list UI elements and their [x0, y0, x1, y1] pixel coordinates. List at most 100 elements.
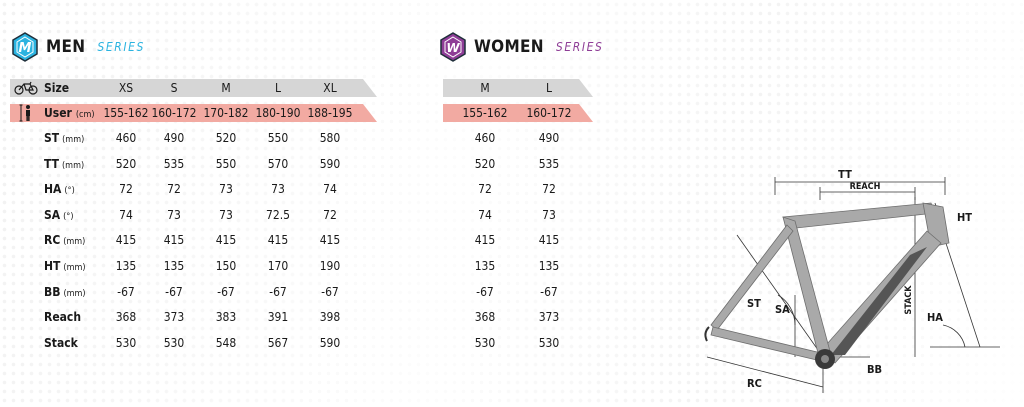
men-size-header-l: L	[274, 81, 281, 95]
men-cell-ht: 170	[267, 259, 289, 273]
men-cell-st: 520	[215, 131, 237, 145]
row-label-text: ST	[44, 131, 60, 145]
user-unit: (cm)	[75, 110, 95, 120]
row-unit: (mm)	[63, 263, 86, 273]
rc-dimension-line	[706, 356, 824, 388]
men-cell-bb: -67	[321, 285, 339, 299]
women-series-title: W WOMEN SERIES	[440, 30, 604, 64]
row-label-ht: HT (mm)	[44, 257, 86, 275]
women-cell-bb: -67	[540, 285, 558, 299]
men-size-header-band	[10, 79, 377, 97]
row-unit: (mm)	[62, 135, 85, 145]
women-cell-stack: 530	[538, 336, 560, 350]
women-series-word: SERIES	[555, 40, 604, 54]
bb-label: BB	[867, 363, 882, 376]
men-cell-bb: -67	[117, 285, 135, 299]
men-cell-ht: 150	[215, 259, 237, 273]
chain-stay	[710, 326, 822, 362]
person-height-icon	[19, 104, 30, 122]
row-label-text: BB	[44, 285, 61, 299]
men-cell-tt: 535	[163, 157, 185, 171]
women-cell-sa: 73	[542, 208, 556, 222]
row-label-text: HT	[44, 259, 61, 273]
row-label-stack: Stack	[44, 334, 78, 352]
women-size-header-l: L	[545, 81, 552, 95]
men-cell-reach: 398	[319, 310, 341, 324]
men-cell-bb: -67	[217, 285, 235, 299]
men-series-logo-icon: M	[12, 32, 38, 62]
men-cell-ha: 74	[323, 182, 337, 196]
sa-label: SA	[775, 303, 790, 316]
women-cell-ha: 72	[542, 182, 556, 196]
row-unit: (°)	[64, 186, 75, 196]
women-user-range: 155-162	[462, 106, 508, 120]
row-label-rc: RC (mm)	[44, 231, 85, 249]
men-user-range: 160-172	[151, 106, 197, 120]
row-label-text: HA	[44, 182, 62, 196]
men-cell-ht: 135	[115, 259, 137, 273]
women-user-range: 160-172	[526, 106, 572, 120]
men-cell-stack: 548	[215, 336, 237, 350]
men-cell-tt: 550	[215, 157, 237, 171]
row-label-tt: TT (mm)	[44, 155, 84, 173]
men-cell-rc: 415	[163, 233, 185, 247]
women-cell-ht: 135	[474, 259, 496, 273]
men-user-header-band	[10, 104, 377, 122]
st-label: ST	[747, 297, 761, 310]
down-tube-accent	[831, 247, 927, 355]
men-cell-st: 490	[163, 131, 185, 145]
women-series-logo-icon: W	[440, 32, 466, 62]
row-unit: (mm)	[63, 289, 86, 299]
women-cell-ht: 135	[538, 259, 560, 273]
svg-text:M: M	[19, 41, 32, 56]
women-user-header-band	[443, 104, 593, 122]
women-cell-bb: -67	[476, 285, 494, 299]
row-label-text: RC	[44, 233, 61, 247]
women-cell-rc: 415	[538, 233, 560, 247]
men-cell-sa: 72.5	[265, 208, 291, 222]
stack-label: STACK	[904, 285, 914, 315]
men-size-header-s: S	[170, 81, 178, 95]
women-series-name: WOMEN	[474, 37, 544, 57]
men-cell-reach: 373	[163, 310, 185, 324]
men-cell-reach: 368	[115, 310, 137, 324]
reach-label: REACH	[850, 182, 881, 192]
row-label-ha: HA (°)	[44, 180, 75, 198]
men-cell-ht: 190	[319, 259, 341, 273]
row-label-text: Reach	[44, 310, 82, 324]
men-cell-st: 580	[319, 131, 341, 145]
men-cell-sa: 74	[119, 208, 133, 222]
men-user-range: 170-182	[203, 106, 249, 120]
women-cell-st: 460	[474, 131, 496, 145]
row-label-sa: SA (°)	[44, 206, 74, 224]
men-user-range: 155-162	[103, 106, 149, 120]
men-user-range: 188-195	[307, 106, 353, 120]
women-size-header-m: M	[480, 81, 490, 95]
men-cell-stack: 590	[319, 336, 341, 350]
size-header-label: Size	[44, 81, 70, 95]
seat-tube	[782, 216, 832, 358]
rc-label: RC	[747, 377, 762, 390]
men-cell-ha: 72	[119, 182, 133, 196]
men-cell-rc: 415	[267, 233, 289, 247]
row-unit: (°)	[63, 212, 74, 222]
men-series-title: M MEN SERIES	[12, 30, 145, 64]
men-cell-ha: 73	[219, 182, 233, 196]
men-cell-tt: 520	[115, 157, 137, 171]
women-cell-tt: 520	[474, 157, 496, 171]
men-cell-st: 550	[267, 131, 289, 145]
row-label-st: ST (mm)	[44, 129, 84, 147]
women-size-header-band	[443, 79, 593, 97]
frame-geometry-diagram: TT REACH HT ST SA STACK HA BB RC	[704, 168, 1000, 393]
men-cell-bb: -67	[269, 285, 287, 299]
men-size-header-xl: XL	[323, 81, 337, 95]
row-label-text: Stack	[44, 336, 78, 350]
row-unit: (mm)	[63, 237, 86, 247]
men-user-range: 180-190	[255, 106, 301, 120]
men-cell-st: 460	[115, 131, 137, 145]
row-label-reach: Reach	[44, 308, 81, 326]
men-cell-rc: 415	[115, 233, 137, 247]
row-unit: (mm)	[62, 161, 85, 171]
men-cell-rc: 415	[215, 233, 237, 247]
men-cell-ha: 72	[167, 182, 181, 196]
